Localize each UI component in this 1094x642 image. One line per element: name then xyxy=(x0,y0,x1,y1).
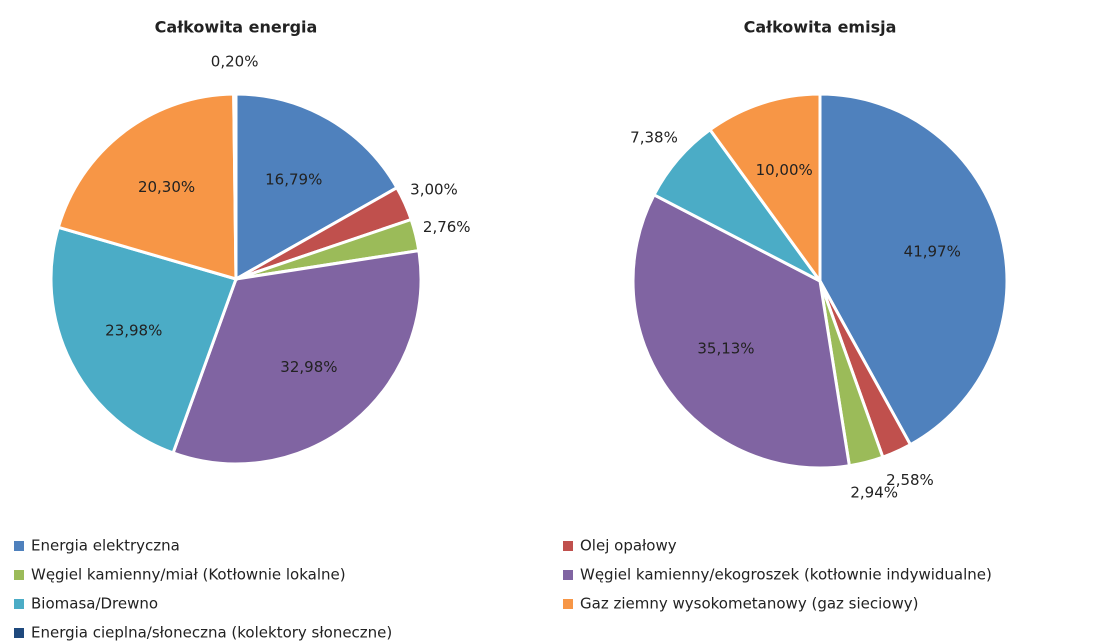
data-label: 0,20% xyxy=(211,53,259,71)
data-label: 32,98% xyxy=(280,358,337,376)
pie-slice xyxy=(631,192,852,470)
data-label: 2,76% xyxy=(423,218,471,236)
legend-swatch xyxy=(563,541,573,551)
pie-slice xyxy=(232,92,238,280)
data-label: 16,79% xyxy=(265,170,322,188)
data-label: 41,97% xyxy=(904,243,961,261)
legend-label: Węgiel kamienny/ekogroszek (kotłownie in… xyxy=(580,566,992,584)
legend-swatch xyxy=(14,628,24,638)
data-label: 23,98% xyxy=(105,321,162,339)
data-label: 10,00% xyxy=(756,161,813,179)
legend-label: Biomasa/Drewno xyxy=(31,595,158,613)
legend-label: Węgiel kamienny/miał (Kotłownie lokalne) xyxy=(31,566,346,584)
chart-title: Całkowita energia xyxy=(155,18,318,37)
chart-title: Całkowita emisja xyxy=(744,18,897,37)
legend-label: Energia cieplna/słoneczna (kolektory sło… xyxy=(31,624,392,642)
pie-slice xyxy=(56,92,238,282)
legend-label: Energia elektryczna xyxy=(31,537,180,555)
data-label: 3,00% xyxy=(410,181,458,199)
data-label: 7,38% xyxy=(630,129,678,147)
legend-swatch xyxy=(14,599,24,609)
pie-slice xyxy=(707,92,822,286)
pie-slice xyxy=(234,92,399,282)
pie-slice xyxy=(49,225,238,455)
data-label: 35,13% xyxy=(697,339,754,357)
pie-slice xyxy=(171,248,423,466)
data-label: 2,94% xyxy=(850,484,898,502)
data-label: 2,58% xyxy=(886,471,934,489)
legend-swatch xyxy=(14,541,24,551)
data-label: 20,30% xyxy=(138,178,195,196)
legend-label: Olej opałowy xyxy=(580,537,677,555)
pie-slice xyxy=(818,92,1009,447)
legend-swatch xyxy=(563,570,573,580)
legend-swatch xyxy=(14,570,24,580)
legend-swatch xyxy=(563,599,573,609)
legend-label: Gaz ziemny wysokometanowy (gaz sieciowy) xyxy=(580,595,918,613)
